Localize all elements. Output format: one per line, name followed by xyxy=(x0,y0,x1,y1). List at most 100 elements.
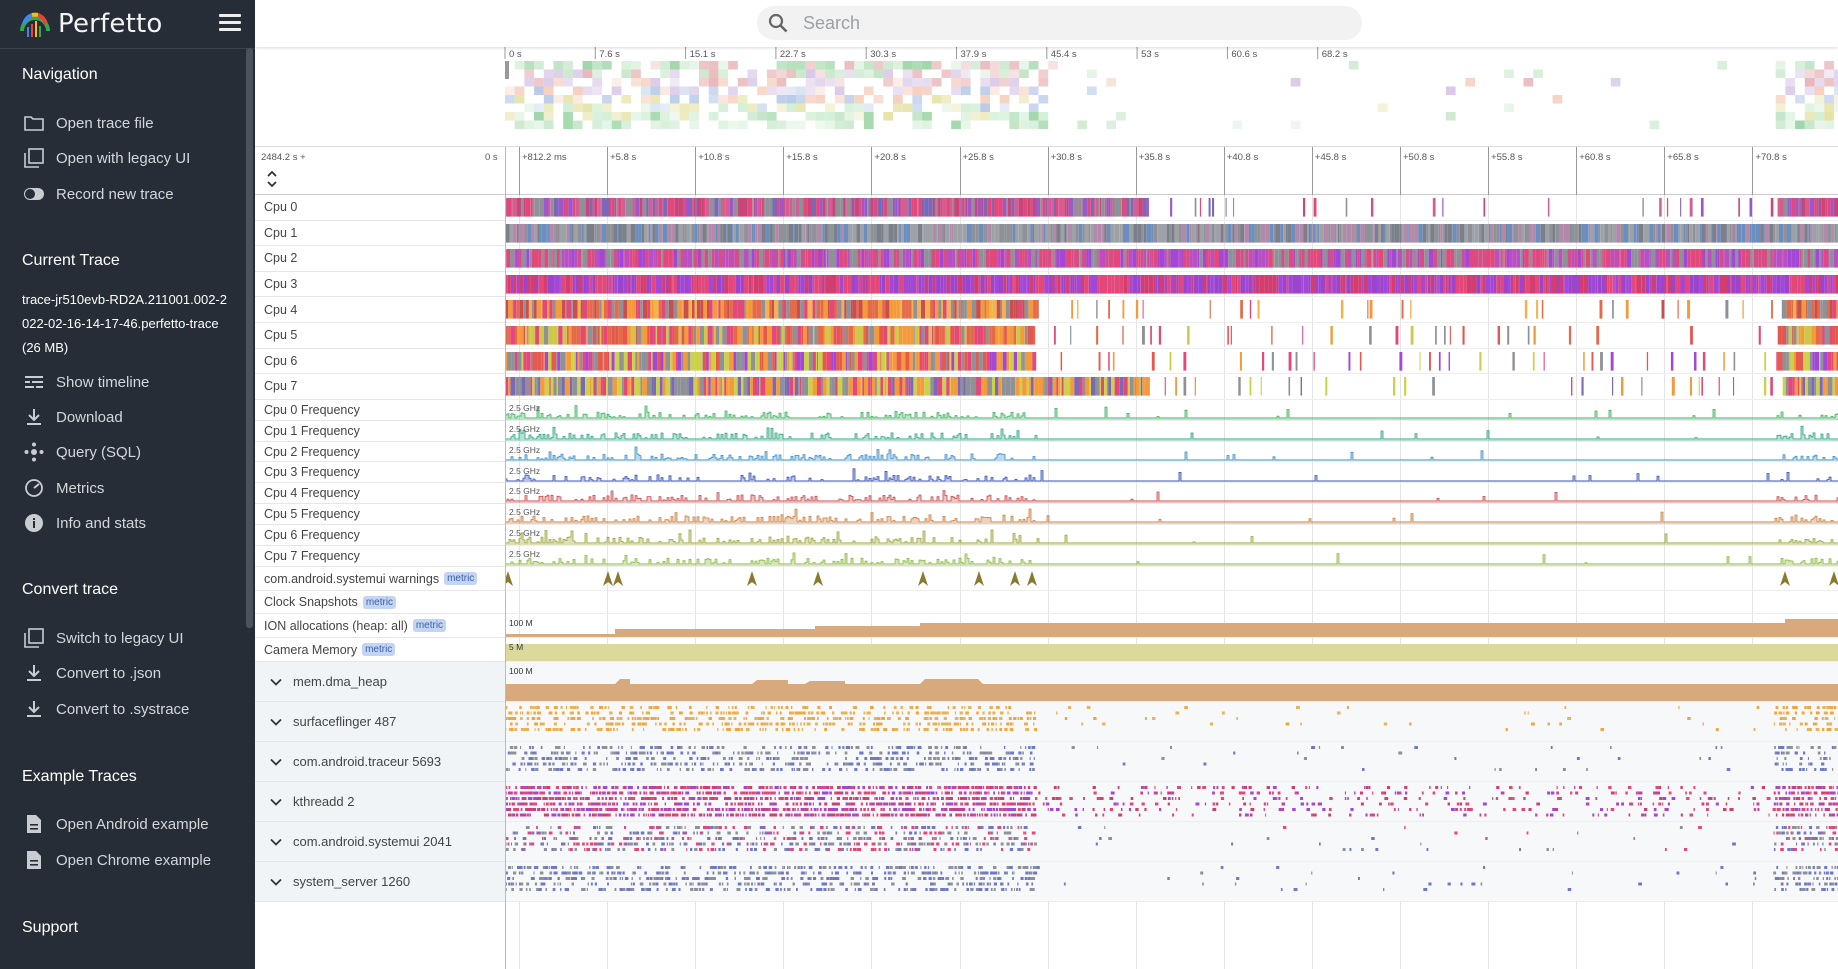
cpu-track-slices-6[interactable] xyxy=(505,349,1838,375)
overview-timeline[interactable]: 0 s 7.6 s 15.1 s 22.7 s 30.3 s 37.9 s 45.4 s 53… xyxy=(255,47,1838,147)
section-title-example-traces[interactable]: Example Traces xyxy=(22,768,137,785)
sidebar-item-record-new-trace[interactable]: Record new trace xyxy=(22,181,242,207)
sidebar-item-switch-legacy-ui[interactable]: Switch to legacy UI xyxy=(22,625,242,651)
metric-track-content-0[interactable] xyxy=(505,567,1838,591)
cpu-track-slices-1[interactable] xyxy=(505,221,1838,247)
sidebar-item-query-sql[interactable]: Query (SQL) xyxy=(22,439,242,465)
cpu-freq-graph-5[interactable]: 2.5 GHz xyxy=(505,504,1838,526)
cpu-track-7[interactable]: Cpu 7 xyxy=(255,374,505,400)
sidebar-item-open-legacy-ui[interactable]: Open with legacy UI xyxy=(22,145,242,171)
section-title-navigation[interactable]: Navigation xyxy=(22,66,98,83)
sidebar-item-open-trace-file[interactable]: Open trace file xyxy=(22,110,242,136)
metric-graph[interactable] xyxy=(505,567,1838,591)
overview-heatmap[interactable]: 0 s 7.6 s 15.1 s 22.7 s 30.3 s 37.9 s 45.4 s 53… xyxy=(255,47,1838,147)
metric-track-3[interactable]: Camera Memory metric xyxy=(255,638,505,662)
freq-graph[interactable] xyxy=(505,400,1838,421)
chevron-down-icon[interactable] xyxy=(269,875,283,889)
cpu-freq-track-7[interactable]: Cpu 7 Frequency xyxy=(255,546,505,567)
freq-graph[interactable] xyxy=(505,463,1838,484)
cpu-slices[interactable] xyxy=(505,349,1838,375)
metric-track-content-1[interactable] xyxy=(505,591,1838,614)
sidebar-scrollbar[interactable] xyxy=(246,48,253,628)
group-summary[interactable] xyxy=(505,862,1838,902)
metric-graph[interactable] xyxy=(505,638,1838,662)
sidebar-item-convert-systrace[interactable]: Convert to .systrace xyxy=(22,696,242,722)
freq-graph[interactable] xyxy=(505,504,1838,525)
cpu-freq-graph-2[interactable]: 2.5 GHz xyxy=(505,442,1838,463)
section-title-convert-trace[interactable]: Convert trace xyxy=(22,581,119,598)
process-group-4[interactable]: com.android.systemui 2041 xyxy=(255,822,505,862)
sidebar-item-metrics[interactable]: Metrics xyxy=(22,475,242,501)
chevron-down-icon[interactable] xyxy=(269,675,283,689)
cpu-freq-track-5[interactable]: Cpu 5 Frequency xyxy=(255,504,505,526)
cpu-track-slices-7[interactable] xyxy=(505,374,1838,400)
process-group-1[interactable]: surfaceflinger 487 xyxy=(255,702,505,742)
cpu-track-slices-4[interactable] xyxy=(505,297,1838,323)
cpu-track-0[interactable]: Cpu 0 xyxy=(255,195,505,221)
group-summary[interactable] xyxy=(505,742,1838,782)
section-title-support[interactable]: Support xyxy=(22,919,79,936)
cpu-track-1[interactable]: Cpu 1 xyxy=(255,220,505,247)
process-group-2[interactable]: com.android.traceur 5693 xyxy=(255,742,505,782)
cpu-slices[interactable] xyxy=(505,374,1838,400)
cpu-slices[interactable] xyxy=(505,246,1838,272)
cpu-slices[interactable] xyxy=(505,195,1838,221)
cpu-freq-graph-7[interactable]: 2.5 GHz xyxy=(505,546,1838,567)
chevron-down-icon[interactable] xyxy=(269,835,283,849)
cpu-slices[interactable] xyxy=(505,272,1838,298)
cpu-freq-track-1[interactable]: Cpu 1 Frequency xyxy=(255,420,505,442)
cpu-track-slices-0[interactable] xyxy=(505,195,1838,221)
section-title-current-trace[interactable]: Current Trace xyxy=(22,252,120,269)
cpu-freq-graph-0[interactable]: 2.5 GHz xyxy=(505,400,1838,421)
sidebar-item-info-and-stats[interactable]: Info and stats xyxy=(22,510,242,536)
sidebar-item-convert-json[interactable]: Convert to .json xyxy=(22,660,242,686)
metric-track-content-2[interactable]: 100 M xyxy=(505,614,1838,638)
expand-collapse-icon[interactable] xyxy=(265,169,279,189)
freq-graph[interactable] xyxy=(505,525,1838,546)
freq-graph[interactable] xyxy=(505,483,1838,504)
cpu-freq-track-2[interactable]: Cpu 2 Frequency xyxy=(255,441,505,463)
freq-graph[interactable] xyxy=(505,421,1838,442)
overview-handle[interactable] xyxy=(505,61,509,79)
group-summary[interactable] xyxy=(505,662,1838,702)
search-box[interactable] xyxy=(757,6,1362,40)
process-group-summary-3[interactable] xyxy=(505,782,1838,822)
process-group-summary-1[interactable] xyxy=(505,702,1838,742)
cpu-freq-graph-4[interactable]: 2.5 GHz xyxy=(505,483,1838,505)
sidebar-item-open-android-example[interactable]: Open Android example xyxy=(22,811,242,837)
cpu-track-slices-5[interactable] xyxy=(505,323,1838,349)
cpu-track-4[interactable]: Cpu 4 xyxy=(255,297,505,323)
cpu-track-6[interactable]: Cpu 6 xyxy=(255,348,505,375)
metric-track-0[interactable]: com.android.systemui warnings metric xyxy=(255,567,505,591)
freq-graph[interactable] xyxy=(505,546,1838,567)
cpu-track-3[interactable]: Cpu 3 xyxy=(255,271,505,298)
cpu-freq-graph-3[interactable]: 2.5 GHz xyxy=(505,463,1838,484)
process-group-summary-2[interactable] xyxy=(505,742,1838,782)
hamburger-menu-icon[interactable] xyxy=(219,14,241,34)
process-group-5[interactable]: system_server 1260 xyxy=(255,862,505,902)
chevron-down-icon[interactable] xyxy=(269,795,283,809)
cpu-freq-graph-6[interactable]: 2.5 GHz xyxy=(505,525,1838,547)
chevron-down-icon[interactable] xyxy=(269,715,283,729)
cpu-track-2[interactable]: Cpu 2 xyxy=(255,246,505,272)
process-group-summary-4[interactable] xyxy=(505,822,1838,862)
cpu-freq-graph-1[interactable]: 2.5 GHz xyxy=(505,421,1838,442)
group-summary[interactable] xyxy=(505,822,1838,862)
cpu-track-slices-3[interactable] xyxy=(505,272,1838,298)
sidebar-item-download[interactable]: Download xyxy=(22,404,242,430)
freq-graph[interactable] xyxy=(505,442,1838,463)
metric-track-content-3[interactable]: 5 M xyxy=(505,638,1838,662)
metric-graph[interactable] xyxy=(505,614,1838,638)
sidebar-item-show-timeline[interactable]: Show timeline xyxy=(22,369,242,395)
process-group-3[interactable]: kthreadd 2 xyxy=(255,782,505,822)
search-input[interactable] xyxy=(803,12,1343,34)
cpu-slices[interactable] xyxy=(505,221,1838,247)
cpu-freq-track-0[interactable]: Cpu 0 Frequency xyxy=(255,399,505,421)
process-group-summary-0[interactable]: 100 M xyxy=(505,662,1838,702)
metric-track-1[interactable]: Clock Snapshots metric xyxy=(255,591,505,614)
cpu-freq-track-3[interactable]: Cpu 3 Frequency xyxy=(255,462,505,484)
cpu-freq-track-4[interactable]: Cpu 4 Frequency xyxy=(255,483,505,505)
sidebar-item-open-chrome-example[interactable]: Open Chrome example xyxy=(22,847,242,873)
cpu-track-5[interactable]: Cpu 5 xyxy=(255,323,505,349)
cpu-slices[interactable] xyxy=(505,297,1838,323)
